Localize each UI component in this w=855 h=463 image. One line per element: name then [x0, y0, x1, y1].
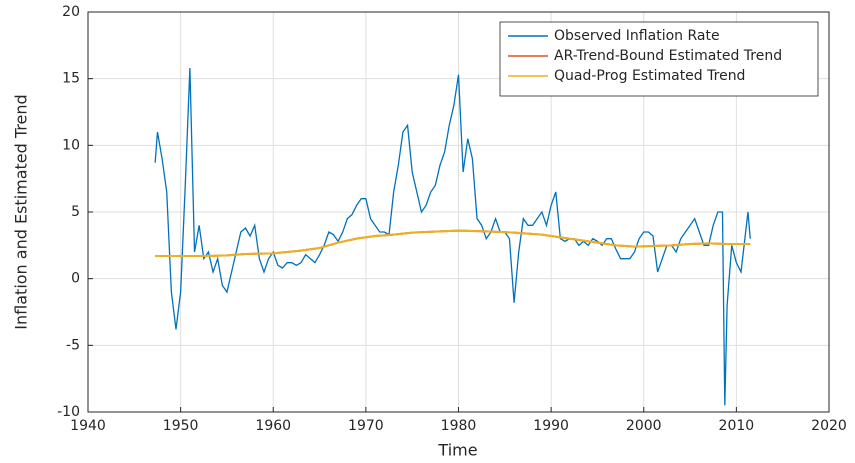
series-line — [155, 229, 751, 257]
x-axis-label: Time — [437, 441, 477, 460]
y-axis-label: Inflation and Estimated Trend — [12, 94, 31, 329]
y-tick-label: 5 — [71, 204, 80, 220]
x-tick-label: 1940 — [70, 418, 106, 434]
x-tick-label: 1990 — [533, 418, 569, 434]
x-tick-label: 2000 — [626, 418, 662, 434]
x-tick-label: 2010 — [719, 418, 755, 434]
y-tick-label: 10 — [62, 137, 80, 153]
x-tick-label: 1980 — [441, 418, 477, 434]
x-tick-label: 1970 — [348, 418, 384, 434]
x-tick-label: 1950 — [163, 418, 199, 434]
series-line — [155, 229, 751, 257]
legend-box — [499, 21, 819, 97]
legend-label: Quad-Prog Estimated Trend — [554, 68, 745, 84]
legend-label: AR-Trend-Bound Estimated Trend — [554, 48, 782, 64]
series-line — [154, 67, 751, 406]
x-tick-label: 2020 — [811, 418, 847, 434]
y-tick-label: -10 — [57, 404, 80, 420]
y-tick-label: 15 — [62, 71, 80, 87]
legend-label: Observed Inflation Rate — [554, 28, 720, 44]
y-tick-label: 0 — [71, 271, 80, 287]
plot-frame — [87, 11, 830, 413]
y-tick-label: 20 — [62, 4, 80, 20]
x-tick-label: 1960 — [255, 418, 291, 434]
y-tick-label: -5 — [66, 337, 80, 353]
